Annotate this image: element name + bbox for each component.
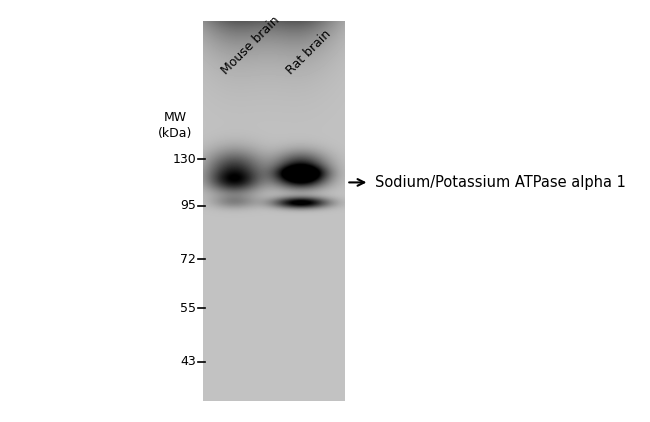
Text: Sodium/Potassium ATPase alpha 1: Sodium/Potassium ATPase alpha 1 bbox=[374, 175, 625, 190]
Text: Rat brain: Rat brain bbox=[284, 27, 334, 77]
Text: 72: 72 bbox=[180, 253, 196, 266]
Text: 43: 43 bbox=[181, 355, 196, 368]
Text: Mouse brain: Mouse brain bbox=[219, 14, 282, 77]
Text: 55: 55 bbox=[180, 302, 196, 314]
Text: 95: 95 bbox=[180, 199, 196, 212]
Text: 130: 130 bbox=[172, 152, 196, 165]
Text: MW
(kDa): MW (kDa) bbox=[158, 111, 192, 141]
